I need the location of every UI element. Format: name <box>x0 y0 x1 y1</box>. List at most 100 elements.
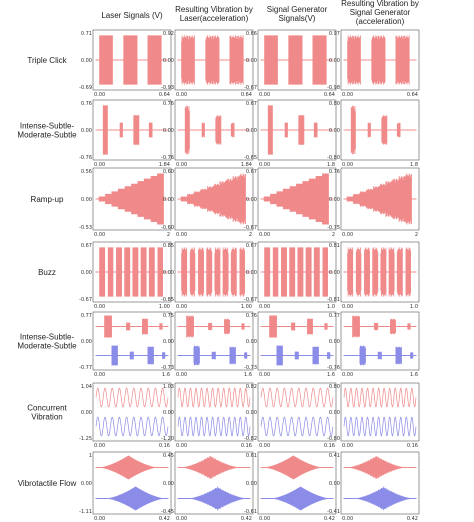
y-tick-label: -0.76 <box>161 155 174 161</box>
subplot-frame <box>257 382 337 442</box>
x-tick-label: 1.8 <box>410 162 418 168</box>
y-tick-label: 0.77 <box>329 313 340 319</box>
y-tick-label: 0.41 <box>329 453 340 459</box>
signal-trace <box>260 416 334 437</box>
subplot-r2-c3: 0.670.00-0.650.00 1.8 <box>244 99 337 168</box>
y-tick-label: 0.00 <box>163 128 174 134</box>
y-tick-label: 0.80 <box>329 384 340 390</box>
subplot-r3-c2: 0.600.00-0.600.00 2 <box>161 167 254 238</box>
x-tick-label: 1.8 <box>327 162 335 168</box>
column-header-3: Signals(V) <box>279 14 316 23</box>
y-tick-label: -0.60 <box>161 225 174 231</box>
signal-trace <box>260 387 334 408</box>
y-tick-label: 0.76 <box>329 169 340 175</box>
x-tick-label: 0.00 <box>259 516 270 522</box>
x-tick-label: 0.16 <box>324 443 335 449</box>
y-tick-label: -0.73 <box>244 365 257 371</box>
x-tick-label: 1.0 <box>410 304 418 310</box>
y-tick-label: 0.85 <box>163 243 174 249</box>
y-tick-label: 0.56 <box>81 169 92 175</box>
y-tick-label: 1 <box>89 453 92 459</box>
subplot-r6-c4: 0.800.00-0.800.00 0.16 <box>327 382 420 449</box>
y-tick-label: 0.00 <box>246 197 257 203</box>
x-tick-label: 0.00 <box>94 304 105 310</box>
x-tick-label: 1.84 <box>159 162 170 168</box>
column-header-4: Signal Generator <box>350 8 411 17</box>
y-tick-label: 0.00 <box>163 481 174 487</box>
y-tick-label: 1.04 <box>81 384 92 390</box>
x-tick-label: 0.00 <box>176 92 187 98</box>
column-header-1: Laser Signals (V) <box>101 11 163 20</box>
subplot-r3-c3: 0.670.00-0.670.00 2 <box>244 167 337 238</box>
subplot-r3-c4: 0.760.00-0.750.00 2 <box>327 167 420 238</box>
x-tick-label: 0.00 <box>259 443 270 449</box>
row-label: Buzz <box>38 268 56 277</box>
y-tick-label: -0.93 <box>161 85 174 91</box>
x-tick-label: 0.00 <box>342 232 353 238</box>
subplot-r5-c1: 0.770.00-0.770.00 1.6 <box>79 311 172 378</box>
y-tick-label: 0.00 <box>81 197 92 203</box>
y-tick-label: 0.00 <box>329 58 340 64</box>
row-label: Triple Click <box>27 56 67 65</box>
signal-trace <box>177 416 251 437</box>
y-tick-label: -0.67 <box>244 297 257 303</box>
x-tick-label: 0.00 <box>176 162 187 168</box>
y-tick-label: -0.41 <box>327 509 340 515</box>
y-tick-label: 1.03 <box>163 384 174 390</box>
y-tick-label: 0.00 <box>81 128 92 134</box>
x-tick-label: 0.00 <box>94 443 105 449</box>
y-tick-label: 0.00 <box>329 270 340 276</box>
y-tick-label: 0.82 <box>246 384 257 390</box>
x-tick-label: 0.00 <box>259 304 270 310</box>
x-tick-label: 0.00 <box>259 162 270 168</box>
y-tick-label: -0.77 <box>79 365 92 371</box>
x-tick-label: 0.00 <box>176 232 187 238</box>
subplot-frame <box>340 382 420 442</box>
x-tick-label: 0.00 <box>176 516 187 522</box>
y-tick-label: -0.75 <box>327 225 340 231</box>
y-tick-label: 0.80 <box>329 101 340 107</box>
y-tick-label: 0.00 <box>81 58 92 64</box>
row-label: Vibrotactile Flow <box>18 479 77 488</box>
subplot-r6-c1: 1.040.00-1.250.00 0.16 <box>79 382 172 449</box>
x-tick-label: 0.64 <box>159 92 170 98</box>
y-tick-label: -1.20 <box>161 436 174 442</box>
x-tick-label: 0.00 <box>176 304 187 310</box>
y-tick-label: -0.53 <box>79 225 92 231</box>
subplot-r4-c2: 0.850.00-0.850.00 1.00 <box>161 241 254 310</box>
subplot-r6-c2: 1.030.00-1.200.00 0.16 <box>161 382 254 449</box>
y-tick-label: 0.00 <box>246 58 257 64</box>
row-label: Ramp-up <box>31 195 64 204</box>
row-label: Intense-Subtle- <box>20 122 75 131</box>
y-tick-label: 0.00 <box>246 410 257 416</box>
x-tick-label: 0.64 <box>324 92 335 98</box>
x-tick-label: 1.00 <box>159 304 170 310</box>
y-tick-label: 0.00 <box>329 481 340 487</box>
y-tick-label: 0.97 <box>329 31 340 37</box>
y-tick-label: -0.80 <box>327 436 340 442</box>
subplot-r7-c2: 0.450.00-0.450.00 0.42 <box>161 451 254 522</box>
subplot-r4-c4: 0.810.00-0.810.00 1.0 <box>327 241 420 310</box>
y-tick-label: 0.71 <box>81 31 92 37</box>
subplot-r1-c4: 0.970.00-0.980.00 0.64 <box>327 29 420 98</box>
y-tick-label: 0.66 <box>246 31 257 37</box>
y-tick-label: -0.98 <box>327 85 340 91</box>
y-tick-label: 0.61 <box>246 453 257 459</box>
y-tick-label: -0.69 <box>79 85 92 91</box>
y-tick-label: -1.11 <box>79 509 92 515</box>
y-tick-label: 0.00 <box>246 128 257 134</box>
y-tick-label: -0.85 <box>161 297 174 303</box>
subplot-r5-c3: 0.760.00-0.730.00 1.6 <box>244 311 337 378</box>
x-tick-label: 0.42 <box>324 516 335 522</box>
signal-trace <box>343 387 417 408</box>
row-label: Concurrent <box>27 404 67 413</box>
subplot-r7-c3: 0.610.00-0.610.00 0.42 <box>244 451 337 522</box>
row-label: Moderate-Subtle <box>17 131 77 140</box>
x-tick-label: 1.0 <box>327 304 335 310</box>
y-tick-label: 0.00 <box>163 410 174 416</box>
subplot-r2-c1: 0.760.00-0.760.00 1.84 <box>79 99 172 168</box>
subplot-r5-c2: 0.750.00-0.730.00 1.6 <box>161 311 254 378</box>
y-tick-label: -0.76 <box>327 365 340 371</box>
signal-trace <box>95 387 169 408</box>
